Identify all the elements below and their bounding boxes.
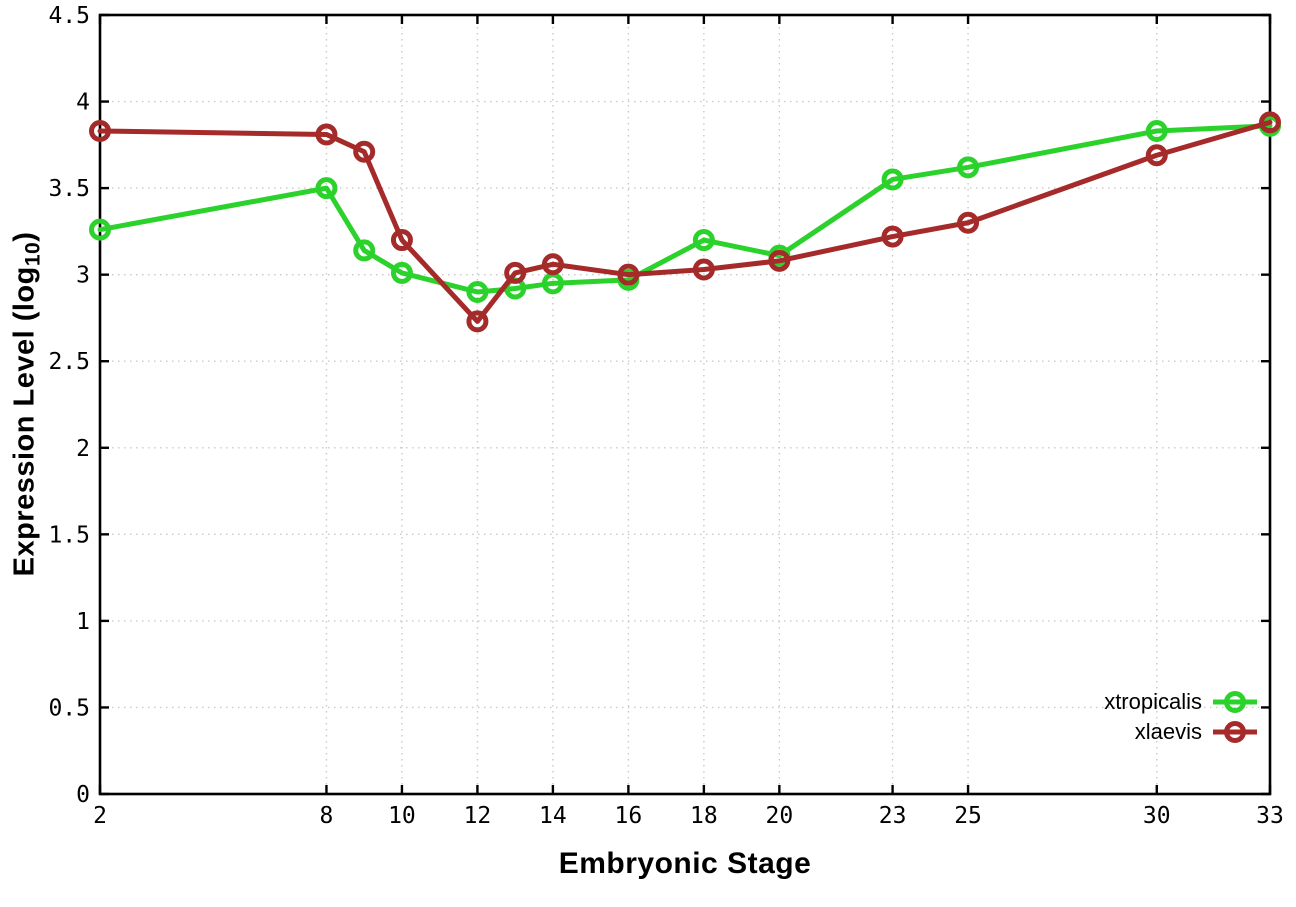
y-axis-title-close: )	[8, 231, 41, 242]
series-line-xlaevis	[97, 119, 1273, 324]
y-tick-label: 2.5	[48, 349, 90, 375]
x-tick-label: 10	[388, 803, 416, 829]
y-tick-label: 1.5	[48, 522, 90, 548]
data-point-xlaevis	[504, 261, 527, 284]
data-point-xlaevis	[957, 211, 980, 234]
data-point-xtropicalis	[881, 168, 904, 191]
x-tick-label: 12	[464, 803, 492, 829]
y-tick-label: 2	[76, 436, 90, 462]
x-tick-label: 33	[1256, 803, 1284, 829]
data-point-xtropicalis	[89, 218, 111, 241]
y-axis-title-main: Expression Level (log	[8, 266, 41, 577]
x-axis-title: Embryonic Stage	[558, 847, 812, 880]
legend-item-xlaevis: xlaevis	[1135, 717, 1258, 747]
series-line-xtropicalis	[97, 123, 1273, 295]
legend-item-xtropicalis: xtropicalis	[1104, 687, 1258, 717]
x-tick-label: 20	[766, 803, 794, 829]
data-point-xlaevis	[541, 253, 564, 276]
y-tick-label: 3	[76, 263, 90, 289]
data-point-xtropicalis	[1145, 119, 1168, 142]
data-point-xtropicalis	[353, 239, 376, 262]
legend: xtropicalis xlaevis	[1104, 687, 1258, 747]
legend-label: xtropicalis	[1104, 689, 1202, 714]
legend-sample-icon	[1213, 691, 1257, 713]
data-point-xlaevis	[617, 263, 640, 286]
data-point-xlaevis	[1145, 144, 1168, 167]
y-tick-label: 0	[76, 782, 90, 808]
data-point-xlaevis	[466, 310, 489, 333]
data-point-xtropicalis	[390, 261, 413, 284]
legend-sample-icon	[1213, 721, 1257, 743]
x-tick-label: 23	[879, 803, 907, 829]
y-axis-title: Expression Level (log10)	[9, 232, 46, 577]
data-point-xtropicalis	[692, 229, 715, 252]
data-point-xlaevis	[768, 249, 791, 272]
y-tick-label: 4	[76, 90, 90, 116]
y-tick-label: 0.5	[48, 695, 90, 721]
x-tick-label: 8	[320, 803, 334, 829]
data-point-xlaevis	[1259, 111, 1281, 134]
y-tick-label: 1	[76, 609, 90, 635]
data-point-xlaevis	[390, 229, 413, 252]
y-axis-title-sub: 10	[21, 241, 45, 267]
data-point-xlaevis	[315, 123, 338, 146]
legend-label: xlaevis	[1134, 719, 1202, 744]
data-point-xlaevis	[692, 258, 715, 281]
data-point-xtropicalis	[315, 177, 338, 200]
data-point-xtropicalis	[466, 280, 489, 303]
x-tick-label: 18	[690, 803, 718, 829]
x-tick-label: 30	[1143, 803, 1171, 829]
y-tick-label: 3.5	[48, 176, 90, 202]
x-tick-label: 25	[954, 803, 982, 829]
y-tick-label: 4.5	[48, 3, 90, 29]
plot-border	[98, 13, 1272, 796]
data-point-xlaevis	[881, 225, 904, 248]
data-point-xtropicalis	[957, 156, 980, 179]
x-tick-label: 16	[615, 803, 643, 829]
x-tick-label: 14	[539, 803, 567, 829]
data-point-xlaevis	[353, 140, 376, 163]
x-tick-label: 2	[93, 803, 107, 829]
data-point-xlaevis	[89, 119, 111, 142]
